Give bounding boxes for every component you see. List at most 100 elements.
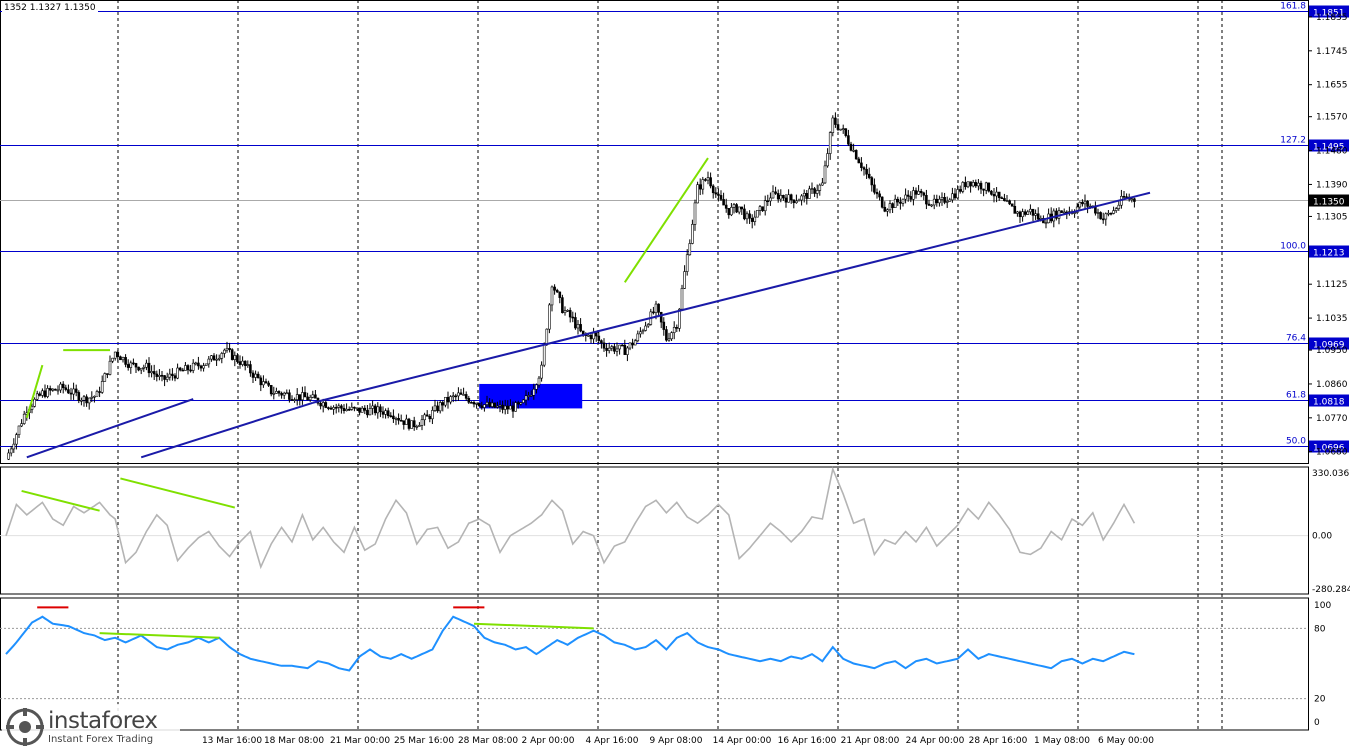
candle[interactable] bbox=[121, 356, 125, 363]
candle[interactable] bbox=[194, 361, 198, 366]
candle[interactable] bbox=[412, 416, 416, 431]
candle[interactable] bbox=[90, 391, 94, 403]
candle[interactable] bbox=[438, 400, 442, 414]
candle[interactable] bbox=[470, 401, 473, 404]
candle[interactable] bbox=[745, 211, 749, 224]
candle[interactable] bbox=[155, 370, 159, 382]
candle[interactable] bbox=[301, 386, 304, 405]
candle[interactable] bbox=[834, 112, 837, 128]
candle[interactable] bbox=[974, 179, 978, 188]
candle[interactable] bbox=[225, 341, 229, 353]
candle[interactable] bbox=[680, 284, 684, 311]
candle[interactable] bbox=[483, 404, 486, 412]
candle[interactable] bbox=[527, 391, 530, 401]
candle[interactable] bbox=[730, 203, 733, 217]
candle[interactable] bbox=[774, 186, 777, 195]
divergence-line[interactable] bbox=[25, 364, 44, 419]
candle[interactable] bbox=[740, 206, 744, 215]
candle[interactable] bbox=[1016, 210, 1019, 217]
candle[interactable] bbox=[1026, 209, 1030, 215]
candle[interactable] bbox=[1021, 208, 1024, 222]
candle[interactable] bbox=[732, 202, 736, 214]
candle[interactable] bbox=[657, 303, 660, 318]
candle[interactable] bbox=[353, 406, 356, 412]
candle[interactable] bbox=[142, 364, 146, 372]
candle[interactable] bbox=[724, 198, 728, 213]
candle[interactable] bbox=[488, 398, 491, 408]
candle[interactable] bbox=[441, 400, 445, 412]
candle[interactable] bbox=[407, 417, 411, 431]
candle[interactable] bbox=[168, 368, 172, 381]
candle[interactable] bbox=[935, 194, 939, 207]
candle[interactable] bbox=[563, 306, 567, 316]
candle[interactable] bbox=[618, 344, 621, 355]
candle[interactable] bbox=[1122, 191, 1126, 199]
candle[interactable] bbox=[319, 401, 322, 410]
candle[interactable] bbox=[165, 372, 169, 383]
candle[interactable] bbox=[191, 359, 195, 374]
candle[interactable] bbox=[984, 181, 988, 195]
candle[interactable] bbox=[480, 401, 484, 410]
candle[interactable] bbox=[394, 416, 398, 426]
candle[interactable] bbox=[210, 355, 213, 362]
candle[interactable] bbox=[797, 198, 801, 202]
candle[interactable] bbox=[152, 364, 156, 380]
candle[interactable] bbox=[847, 129, 850, 147]
candle[interactable] bbox=[620, 343, 624, 347]
candle[interactable] bbox=[147, 357, 151, 378]
candle[interactable] bbox=[64, 384, 68, 392]
candle[interactable] bbox=[1081, 199, 1084, 207]
candle[interactable] bbox=[626, 346, 629, 362]
candle[interactable] bbox=[1023, 209, 1027, 217]
candle[interactable] bbox=[163, 375, 166, 387]
candle[interactable] bbox=[493, 402, 497, 409]
candle[interactable] bbox=[189, 364, 192, 373]
candle[interactable] bbox=[290, 395, 294, 401]
candle[interactable] bbox=[1117, 201, 1121, 211]
candle[interactable] bbox=[207, 356, 211, 368]
candle[interactable] bbox=[347, 406, 351, 411]
candle[interactable] bbox=[457, 387, 460, 401]
candle[interactable] bbox=[95, 389, 99, 397]
candle[interactable] bbox=[1031, 208, 1035, 222]
candle[interactable] bbox=[444, 396, 447, 408]
candle[interactable] bbox=[727, 208, 731, 219]
candle[interactable] bbox=[878, 190, 881, 201]
candle[interactable] bbox=[639, 327, 642, 338]
candle[interactable] bbox=[327, 406, 330, 411]
candle[interactable] bbox=[303, 386, 307, 398]
candle[interactable] bbox=[675, 324, 679, 333]
trend-line[interactable] bbox=[26, 398, 194, 459]
candle[interactable] bbox=[386, 407, 390, 419]
candle[interactable] bbox=[397, 413, 400, 425]
candle[interactable] bbox=[714, 187, 718, 198]
trend-line[interactable] bbox=[312, 191, 1151, 404]
candle[interactable] bbox=[899, 197, 902, 210]
candle[interactable] bbox=[137, 366, 140, 372]
candle[interactable] bbox=[914, 187, 918, 199]
candle[interactable] bbox=[535, 383, 538, 394]
candle[interactable] bbox=[295, 388, 299, 406]
candle[interactable] bbox=[230, 348, 234, 361]
candle[interactable] bbox=[706, 171, 710, 185]
candle[interactable] bbox=[1104, 212, 1108, 226]
candle[interactable] bbox=[511, 401, 515, 418]
candle[interactable] bbox=[178, 366, 182, 372]
candle[interactable] bbox=[220, 351, 224, 364]
candle[interactable] bbox=[641, 328, 645, 335]
candle[interactable] bbox=[893, 194, 897, 208]
candle[interactable] bbox=[93, 395, 96, 403]
candle[interactable] bbox=[399, 414, 403, 422]
candle[interactable] bbox=[100, 375, 104, 394]
candle[interactable] bbox=[818, 183, 822, 196]
candle[interactable] bbox=[969, 181, 972, 193]
candle[interactable] bbox=[256, 371, 260, 379]
candle[interactable] bbox=[259, 375, 263, 392]
candle[interactable] bbox=[311, 390, 315, 399]
candle[interactable] bbox=[685, 249, 689, 276]
candle[interactable] bbox=[212, 353, 216, 361]
candle[interactable] bbox=[389, 412, 393, 418]
candle[interactable] bbox=[1107, 210, 1110, 217]
candle[interactable] bbox=[524, 390, 528, 406]
candle[interactable] bbox=[558, 291, 562, 304]
